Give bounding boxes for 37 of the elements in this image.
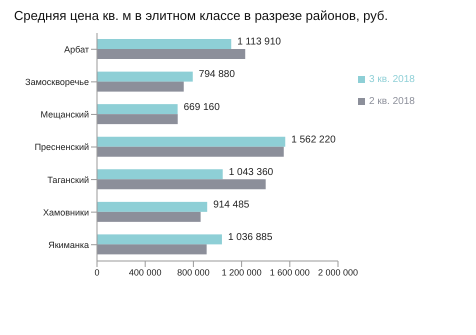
x-tick-label: 0 [94, 267, 100, 278]
data-label: 1 043 360 [228, 166, 274, 178]
bar [97, 72, 193, 82]
chart-title: Средняя цена кв. м в элитном классе в разрезе районов, руб. [14, 8, 389, 23]
y-tick-label: Арбат [64, 44, 89, 54]
legend-label: 3 кв. 2018 [369, 74, 415, 85]
y-tick-label: Таганский [47, 174, 89, 185]
x-tick-label: 1 200 000 [222, 267, 262, 278]
x-tick-label: 2 000 000 [318, 267, 358, 278]
bar [97, 212, 201, 222]
bar [97, 179, 266, 190]
data-label: 1 562 220 [291, 134, 336, 146]
data-label: 914 485 [213, 200, 250, 210]
bar [97, 234, 222, 244]
legend-label: 2 кв. 2018 [369, 96, 415, 107]
x-tick-label: 1 600 000 [270, 267, 310, 278]
y-tick-label: Замоскворечье [25, 77, 89, 88]
y-tick-label: Хамовники [43, 207, 89, 218]
bar [97, 104, 178, 114]
y-tick-label: Якиманка [48, 240, 89, 250]
y-tick-label: Мещанский [40, 110, 89, 120]
bar [97, 82, 184, 92]
bar [97, 244, 207, 254]
x-tick-label: 800 000 [177, 267, 210, 278]
y-tick-label: Пресненский [34, 142, 89, 152]
data-label: 669 160 [184, 102, 220, 113]
bar [97, 114, 178, 124]
data-label: 794 880 [198, 69, 236, 80]
data-label: 1 113 910 [237, 36, 282, 48]
bar [97, 146, 284, 157]
bar [97, 136, 286, 147]
data-label: 1 036 885 [228, 232, 273, 244]
x-tick-label: 400 000 [128, 267, 162, 278]
bar [97, 49, 246, 59]
bar [97, 169, 223, 180]
bar [97, 39, 232, 49]
bar [97, 202, 208, 212]
